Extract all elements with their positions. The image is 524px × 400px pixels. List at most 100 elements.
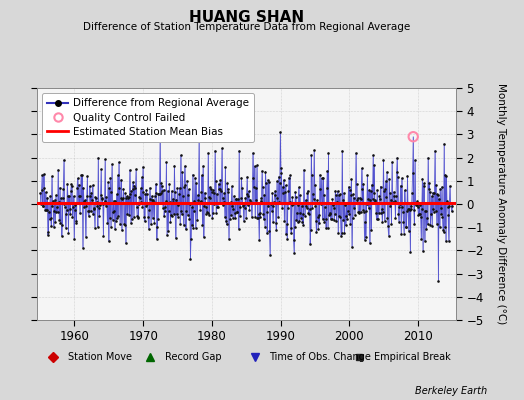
Point [335, 212, 344, 219]
Point [362, 234, 370, 240]
Point [257, 198, 265, 204]
Point [413, 204, 422, 210]
Point [301, 213, 309, 219]
Point [135, 201, 143, 207]
Point [209, 210, 217, 216]
Point [62, 207, 71, 213]
Point [213, 204, 222, 210]
Point [272, 178, 281, 185]
Point [66, 206, 74, 212]
Point [375, 193, 384, 200]
Point [129, 179, 137, 186]
Point [57, 195, 65, 202]
Point [304, 210, 313, 216]
Point [395, 219, 403, 225]
Point [222, 218, 230, 224]
Point [188, 222, 196, 228]
Point [410, 206, 418, 213]
Point [49, 223, 58, 230]
Point [423, 221, 432, 228]
Point [118, 196, 126, 202]
Point [198, 221, 206, 228]
Point [76, 210, 84, 216]
Point [66, 210, 74, 217]
Point [357, 196, 365, 202]
Point [200, 234, 208, 240]
Point [386, 190, 394, 196]
Point [69, 193, 78, 199]
Point [385, 175, 394, 182]
Point [446, 200, 455, 206]
Point [394, 174, 402, 180]
Point [220, 198, 228, 205]
Point [380, 218, 389, 224]
Point [71, 207, 79, 214]
Point [83, 193, 91, 199]
Point [343, 216, 352, 222]
Point [134, 214, 143, 220]
Point [420, 238, 429, 244]
Point [183, 178, 191, 184]
Point [202, 204, 211, 210]
Point [42, 207, 51, 213]
Point [177, 152, 185, 158]
Point [259, 216, 268, 222]
Point [305, 211, 313, 217]
Point [296, 192, 304, 198]
Point [125, 212, 134, 218]
Point [84, 208, 92, 214]
Point [233, 209, 241, 215]
Point [85, 208, 93, 214]
Point [409, 134, 418, 140]
Point [355, 210, 363, 216]
Point [293, 210, 301, 216]
Point [192, 180, 200, 186]
Point [99, 232, 107, 239]
Point [227, 183, 236, 190]
Point [300, 200, 309, 206]
Point [250, 184, 258, 190]
Point [77, 192, 85, 199]
Point [124, 195, 132, 202]
Point [208, 214, 216, 221]
Point [58, 233, 66, 239]
Point [297, 214, 305, 221]
Point [59, 186, 68, 192]
Point [411, 157, 419, 163]
Point [419, 248, 427, 254]
Point [368, 195, 377, 202]
Point [102, 194, 111, 200]
Point [341, 202, 350, 209]
Point [158, 188, 167, 194]
Point [384, 223, 392, 230]
Point [312, 218, 320, 224]
Point [437, 211, 445, 217]
Point [227, 212, 235, 218]
Point [202, 211, 210, 217]
Point [417, 214, 425, 220]
Point [223, 180, 231, 186]
Point [313, 214, 322, 220]
Point [93, 203, 101, 210]
Point [72, 220, 81, 226]
Point [195, 136, 203, 142]
Point [258, 184, 267, 190]
Point [289, 236, 298, 243]
Point [36, 190, 45, 196]
Point [173, 214, 182, 220]
Point [165, 181, 173, 187]
Point [189, 171, 197, 178]
Point [198, 172, 206, 179]
Point [199, 163, 207, 169]
Point [177, 208, 185, 214]
Point [222, 221, 231, 228]
Point [245, 207, 254, 214]
Point [444, 212, 452, 218]
Point [87, 190, 95, 196]
Point [178, 169, 187, 175]
Point [318, 200, 326, 206]
Point [362, 207, 370, 214]
Point [158, 183, 166, 189]
Point [121, 190, 129, 196]
Point [287, 225, 295, 231]
